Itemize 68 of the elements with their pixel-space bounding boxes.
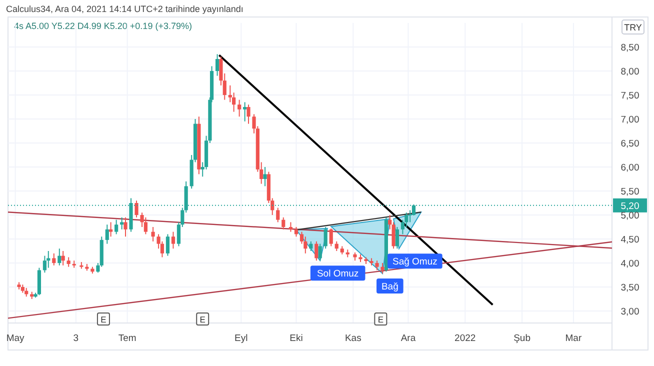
candlestick [395, 226, 400, 250]
candlestick [120, 216, 124, 230]
y-tick-label: 4,50 [620, 234, 640, 246]
candlestick [282, 216, 286, 230]
candlestick [37, 267, 42, 296]
candlestick [66, 256, 70, 268]
x-tick-label: 3 [73, 333, 79, 344]
annotation: E [100, 314, 107, 324]
text: TRY [624, 22, 642, 32]
y-tick-label: 6,50 [620, 138, 640, 150]
candlestick [314, 240, 318, 262]
x-tick-label: Kas [344, 333, 362, 344]
y-tick-label: 3,00 [620, 306, 640, 318]
candlestick [294, 226, 298, 238]
y-tick-label: 6,00 [620, 162, 640, 174]
y-tick-label: 8,00 [620, 66, 640, 78]
candlestick [144, 216, 148, 235]
candlestick [238, 99, 242, 118]
candlestick [46, 250, 50, 268]
candlestick [171, 231, 176, 250]
y-tick-label: 5,00 [620, 210, 640, 222]
x-tick-label: Eyl [234, 333, 248, 344]
y-tick-label: 5,50 [620, 186, 640, 198]
candlestick [276, 207, 280, 223]
candlestick [42, 255, 47, 274]
candlestick [105, 224, 109, 244]
annotation: E [200, 314, 206, 324]
candlestick [324, 226, 328, 250]
x-tick-label: May [6, 333, 25, 344]
ref-line-label: 5,20 [620, 200, 640, 212]
candlestick [61, 250, 65, 266]
candlestick [288, 222, 293, 232]
candlestick [263, 166, 267, 187]
candlestick [318, 243, 322, 262]
annotation: E [378, 314, 384, 324]
annotation: Sol Omuz [316, 268, 359, 280]
x-tick-label: Ara [400, 333, 416, 344]
candlestick [166, 234, 170, 256]
y-tick-label: 3,50 [620, 282, 640, 294]
candlestick [52, 252, 56, 266]
candlestick [246, 104, 250, 124]
x-tick-label: Eki [290, 333, 303, 344]
y-tick-label: 4,00 [620, 258, 640, 270]
y-tick-label: 7,00 [620, 114, 640, 126]
chart-title: Calculus34, Ara 04, 2021 14:14 UTC+2 tarihinde yayınlandı [6, 4, 244, 14]
candlestick [58, 248, 62, 266]
candlestick [114, 219, 118, 235]
annotation: Sağ Omuz [392, 256, 438, 268]
candlestick [109, 222, 113, 238]
candlestick [124, 216, 128, 238]
candlestick [375, 260, 379, 271]
y-tick-label: 7,50 [620, 90, 640, 102]
candlestick [215, 54, 220, 76]
annotation: Bağ [381, 282, 398, 293]
chart-subtitle: 4s A5.00 Y5.22 D4.99 K5.20 +0.19 (+3.79%) [14, 21, 192, 31]
candlestick [380, 262, 384, 274]
candlestick [134, 200, 138, 218]
x-tick-label: 2022 [454, 333, 476, 344]
y-tick-label: 8,50 [620, 42, 640, 54]
x-tick-label: Tem [118, 333, 136, 344]
candlestick [329, 228, 333, 247]
x-tick-label: Şub [514, 333, 530, 344]
candlestick [334, 240, 338, 252]
candlestick [304, 236, 308, 254]
x-tick-label: Mar [565, 333, 582, 344]
candlestick [243, 102, 247, 122]
candlestick [309, 240, 313, 252]
candlestick [151, 226, 155, 242]
